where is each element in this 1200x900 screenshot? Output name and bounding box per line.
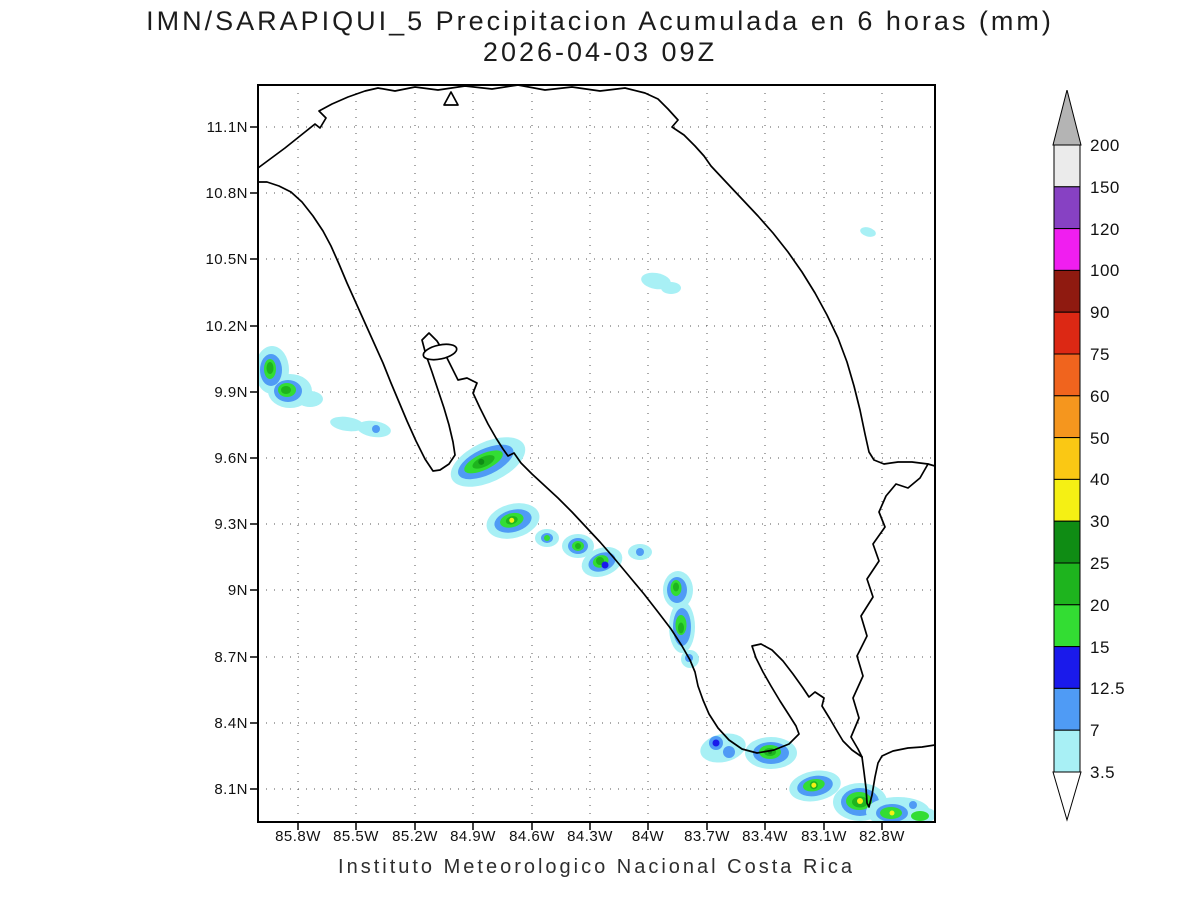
colorbar-segment bbox=[1053, 395, 1081, 439]
precip-cluster bbox=[535, 529, 594, 558]
colorbar-segment bbox=[1053, 269, 1081, 313]
lon-tick-label: 82.8W bbox=[859, 828, 905, 845]
footer-caption: Instituto Meteorologico Nacional Costa R… bbox=[338, 856, 855, 878]
colorbar bbox=[1052, 90, 1082, 822]
colorbar-label: 90 bbox=[1090, 303, 1110, 322]
lat-tick-label: 11.1N bbox=[206, 119, 248, 136]
panama-border bbox=[850, 463, 929, 758]
precip-cluster bbox=[450, 437, 526, 487]
lon-tick-label: 83.1W bbox=[801, 828, 847, 845]
coastline bbox=[258, 85, 935, 808]
precip-cluster bbox=[330, 416, 391, 438]
colorbar-segment bbox=[1053, 186, 1081, 230]
colorbar-label: 7 bbox=[1090, 721, 1100, 740]
precip-cluster bbox=[486, 503, 540, 539]
axis-ticks bbox=[250, 126, 883, 830]
colorbar-segment bbox=[1053, 646, 1081, 689]
colorbar-segment bbox=[1053, 562, 1081, 606]
lon-tick-label: 85.8W bbox=[275, 828, 321, 845]
lon-tick-label: 84W bbox=[631, 828, 665, 845]
colorbar-label: 12.5 bbox=[1090, 679, 1126, 698]
lat-tick-label: 9.9N bbox=[214, 384, 248, 401]
coast-burica bbox=[861, 744, 935, 808]
lat-tick-label: 8.4N bbox=[214, 715, 248, 732]
colorbar-segment bbox=[1053, 520, 1081, 564]
colorbar-segment bbox=[1053, 311, 1081, 355]
colorbar-segment bbox=[1053, 353, 1081, 397]
lat-tick-label: 9.6N bbox=[214, 450, 248, 467]
colorbar-arrow-top bbox=[1052, 90, 1082, 146]
precip-cluster bbox=[866, 797, 935, 822]
colorbar-segment bbox=[1053, 604, 1081, 648]
lat-tick-label: 10.5N bbox=[205, 251, 248, 268]
lon-tick-label: 83.4W bbox=[742, 828, 788, 845]
lake-island bbox=[443, 91, 459, 106]
colorbar-label: 100 bbox=[1090, 261, 1120, 280]
colorbar-label: 120 bbox=[1090, 220, 1120, 239]
page-title-line1: IMN/SARAPIQUI_5 Precipitacion Acumulada … bbox=[146, 6, 1054, 36]
map-frame bbox=[257, 84, 936, 823]
precip-cluster bbox=[258, 346, 323, 408]
colorbar-label: 30 bbox=[1090, 512, 1110, 531]
colorbar-segment bbox=[1053, 729, 1081, 773]
precip-cluster bbox=[641, 272, 681, 294]
coast-north-caribbean bbox=[258, 85, 935, 467]
precip-cells-layer bbox=[258, 227, 935, 822]
lon-tick-label: 83.7W bbox=[684, 828, 730, 845]
colorbar-label: 20 bbox=[1090, 596, 1110, 615]
precip-cluster bbox=[745, 737, 797, 769]
colorbar-label: 3.5 bbox=[1090, 763, 1116, 782]
lon-tick-label: 85.5W bbox=[333, 828, 379, 845]
lon-tick-label: 85.2W bbox=[392, 828, 438, 845]
colorbar-label: 25 bbox=[1090, 554, 1110, 573]
colorbar-label: 40 bbox=[1090, 470, 1110, 489]
colorbar-segment bbox=[1053, 144, 1081, 188]
colorbar-segment bbox=[1053, 228, 1081, 271]
lat-tick-label: 9N bbox=[227, 582, 248, 599]
page-title-line2: 2026-04-03 09Z bbox=[482, 37, 718, 67]
precip-cluster bbox=[700, 733, 746, 763]
colorbar-label: 50 bbox=[1090, 429, 1110, 448]
colorbar-segment bbox=[1053, 687, 1081, 731]
chira-island bbox=[422, 343, 458, 361]
colorbar-label: 60 bbox=[1090, 387, 1110, 406]
precip-cluster bbox=[663, 571, 699, 668]
colorbar-arrow-bottom bbox=[1052, 771, 1082, 822]
lon-tick-label: 84.6W bbox=[509, 828, 555, 845]
lat-tick-label: 10.2N bbox=[205, 318, 248, 335]
colorbar-label: 150 bbox=[1090, 178, 1120, 197]
coast-pacific bbox=[258, 181, 863, 758]
lat-tick-label: 9.3N bbox=[214, 516, 248, 533]
lat-tick-label: 8.1N bbox=[214, 781, 248, 798]
lat-tick-label: 8.7N bbox=[214, 649, 248, 666]
colorbar-label: 75 bbox=[1090, 345, 1110, 364]
lon-tick-label: 84.9W bbox=[450, 828, 496, 845]
lon-tick-label: 84.3W bbox=[567, 828, 613, 845]
colorbar-segment bbox=[1053, 437, 1081, 480]
colorbar-segment bbox=[1053, 478, 1081, 522]
map-canvas bbox=[250, 84, 936, 830]
precip-cluster bbox=[789, 770, 841, 802]
lat-tick-label: 10.8N bbox=[205, 185, 248, 202]
graticule-grid bbox=[258, 85, 935, 822]
colorbar-label: 200 bbox=[1090, 136, 1120, 155]
colorbar-label: 15 bbox=[1090, 638, 1110, 657]
precip-cluster bbox=[860, 227, 876, 237]
precip-cluster bbox=[581, 544, 652, 577]
